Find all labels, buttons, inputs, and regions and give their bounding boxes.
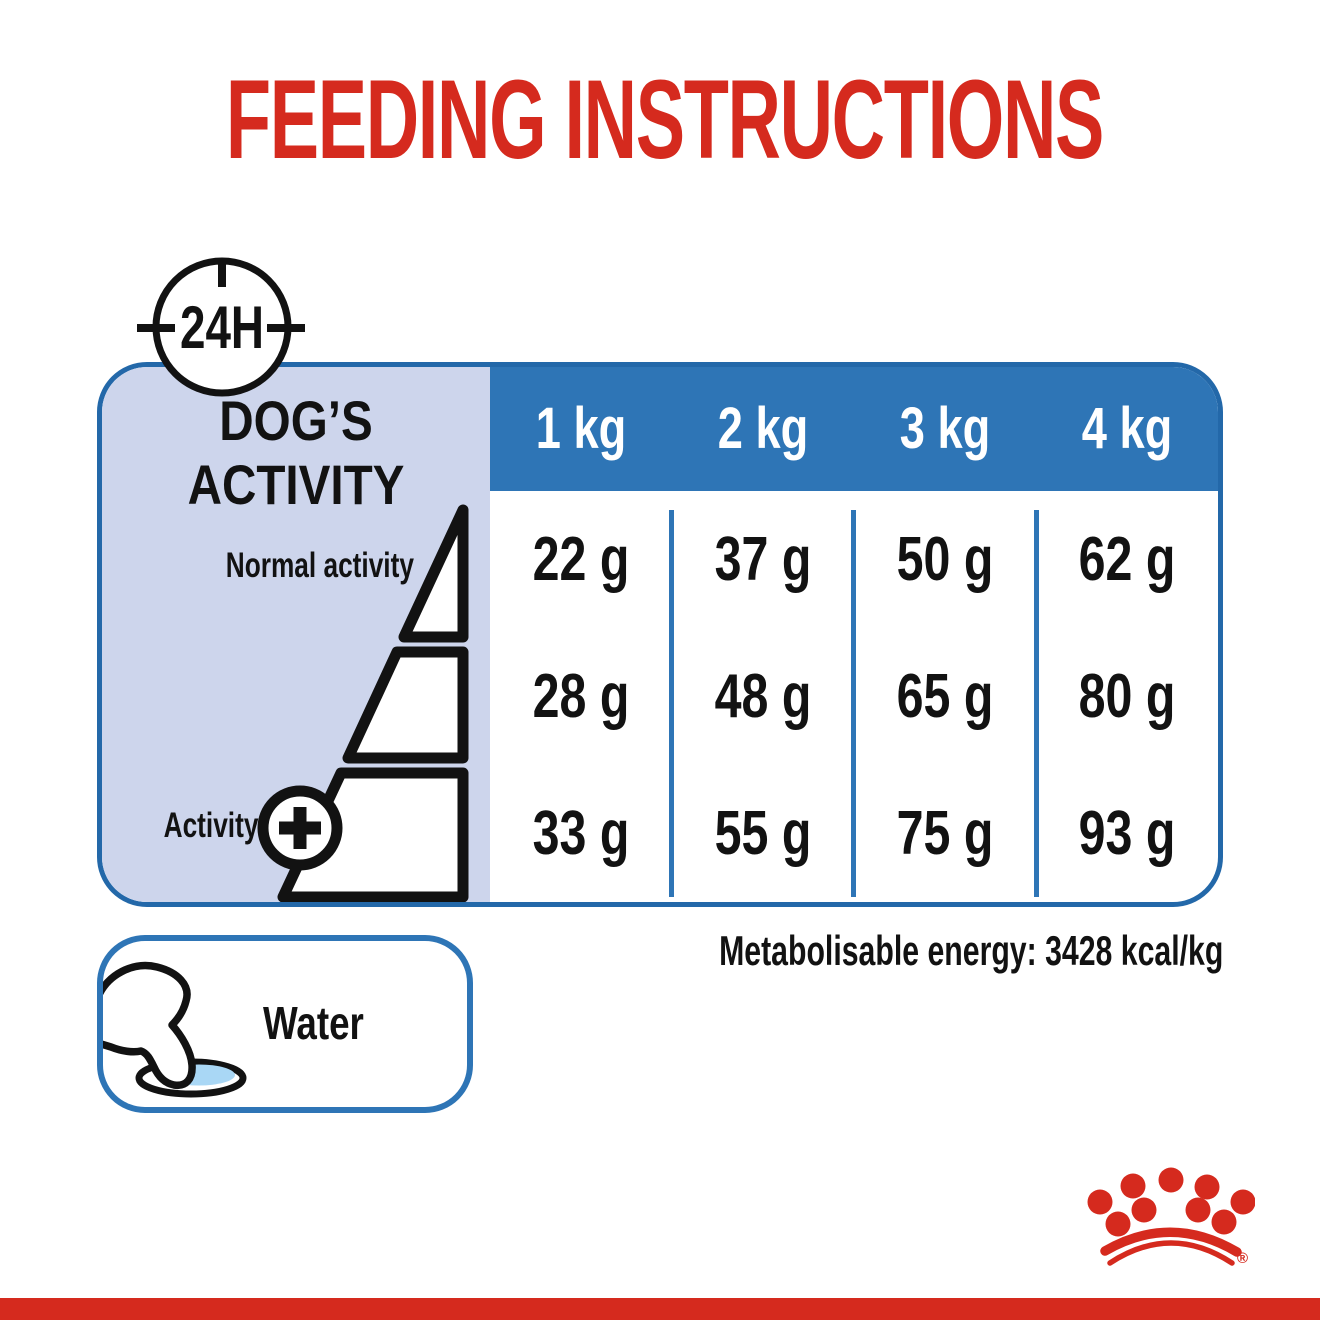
crown-base-upper-arc	[1100, 1227, 1242, 1257]
dog-drinking-icon	[103, 961, 247, 1098]
column-divider	[669, 510, 674, 897]
serving-value-cell: 48 g	[714, 661, 812, 731]
serving-value-cell: 93 g	[1078, 798, 1176, 868]
crown-dots	[1087, 1167, 1255, 1237]
feeding-table: 1 kg 2 kg 3 kg 4 kg DOG’S ACTIVITY 22 g …	[97, 362, 1223, 907]
column-divider	[851, 510, 856, 897]
serving-value-cell: 22 g	[532, 524, 630, 594]
normal-activity-label: Normal activity	[225, 546, 414, 585]
24h-clock-icon: 24H	[137, 257, 305, 397]
activity-plus-label: Activity	[163, 806, 258, 845]
serving-value-cell: 55 g	[714, 798, 812, 868]
registered-trademark-symbol: ®	[1237, 1250, 1248, 1266]
clock-label: 24H	[180, 294, 264, 361]
activity-level-triangle-icon	[257, 504, 469, 902]
serving-value-cell: 50 g	[896, 524, 994, 594]
page-title: FEEDING INSTRUCTIONS	[225, 57, 1104, 182]
serving-value-cell: 80 g	[1078, 661, 1176, 731]
activity-triangle-top-segment	[398, 504, 469, 643]
weight-header-row: 1 kg 2 kg 3 kg 4 kg	[490, 367, 1218, 491]
serving-values-grid: 22 g 37 g 50 g 62 g 28 g 48 g 65 g 80 g …	[490, 491, 1218, 902]
dogs-activity-header: DOG’S ACTIVITY	[187, 389, 405, 516]
crown-base-lower-arc	[1107, 1240, 1235, 1266]
serving-value-cell: 75 g	[896, 798, 994, 868]
weight-column-header: 2 kg	[717, 396, 809, 461]
serving-value-cell: 33 g	[532, 798, 630, 868]
bottom-red-band	[0, 1298, 1320, 1320]
weight-column-header: 4 kg	[1081, 396, 1173, 461]
water-badge: Water	[97, 935, 473, 1113]
dog-head-outline	[103, 961, 196, 1090]
activity-triangle-middle-segment	[342, 646, 469, 764]
royal-canin-crown-logo: ®	[1087, 1167, 1255, 1266]
water-label: Water	[263, 997, 364, 1049]
serving-value-cell: 65 g	[896, 661, 994, 731]
serving-value-cell: 62 g	[1078, 524, 1176, 594]
column-divider	[1034, 510, 1039, 897]
weight-column-header: 1 kg	[535, 396, 627, 461]
serving-value-cell: 28 g	[532, 661, 630, 731]
weight-column-header: 3 kg	[899, 396, 991, 461]
serving-value-cell: 37 g	[714, 524, 812, 594]
metabolisable-energy-note: Metabolisable energy: 3428 kcal/kg	[718, 927, 1223, 974]
